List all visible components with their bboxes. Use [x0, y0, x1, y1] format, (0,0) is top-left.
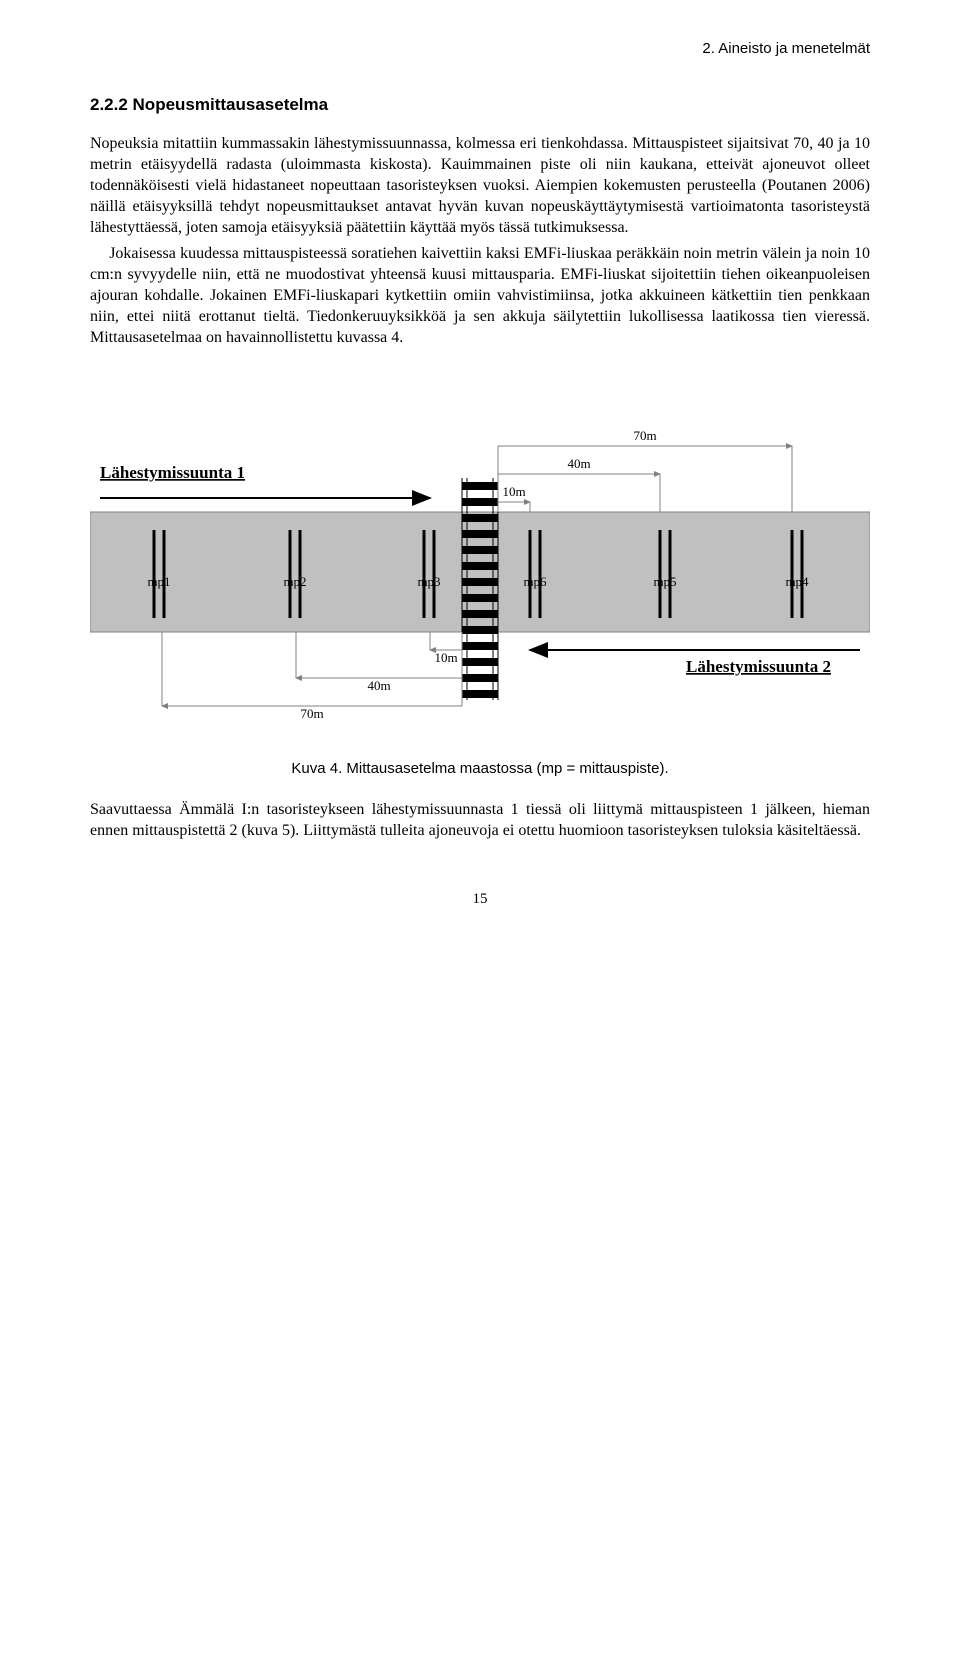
svg-text:mp2: mp2: [283, 574, 306, 589]
figure-4-svg: mp1 mp2 mp3 mp6 mp5 mp4 Lähestymissuunta 1 Lähe…: [90, 382, 870, 742]
svg-text:mp5: mp5: [653, 574, 676, 589]
svg-text:70m: 70m: [633, 428, 656, 443]
svg-text:40m: 40m: [567, 456, 590, 471]
figure-4: mp1 mp2 mp3 mp6 mp5 mp4 Lähestymissuunta 1 Lähe…: [90, 382, 870, 742]
page: 2. Aineisto ja menetelmät 2.2.2 Nopeusmi…: [0, 0, 960, 968]
paragraph-2: Jokaisessa kuudessa mittauspisteessä sor…: [90, 243, 870, 349]
running-head: 2. Aineisto ja menetelmät: [90, 40, 870, 57]
svg-text:Lähestymissuunta 1: Lähestymissuunta 1: [100, 463, 245, 482]
svg-text:10m: 10m: [502, 484, 525, 499]
svg-text:mp6: mp6: [523, 574, 547, 589]
page-number: 15: [90, 891, 870, 908]
section-heading: 2.2.2 Nopeusmittausasetelma: [90, 95, 870, 115]
paragraph-3: Saavuttaessa Ämmälä I:n tasoristeykseen …: [90, 799, 870, 841]
svg-text:Lähestymissuunta 2: Lähestymissuunta 2: [686, 657, 831, 676]
svg-text:mp1: mp1: [147, 574, 170, 589]
svg-text:10m: 10m: [434, 650, 457, 665]
figure-4-caption: Kuva 4. Mittausasetelma maastossa (mp = …: [90, 760, 870, 777]
svg-text:mp3: mp3: [417, 574, 440, 589]
paragraph-1: Nopeuksia mitattiin kummassakin lähestym…: [90, 133, 870, 239]
svg-text:70m: 70m: [300, 706, 323, 721]
svg-text:40m: 40m: [367, 678, 390, 693]
svg-text:mp4: mp4: [785, 574, 809, 589]
